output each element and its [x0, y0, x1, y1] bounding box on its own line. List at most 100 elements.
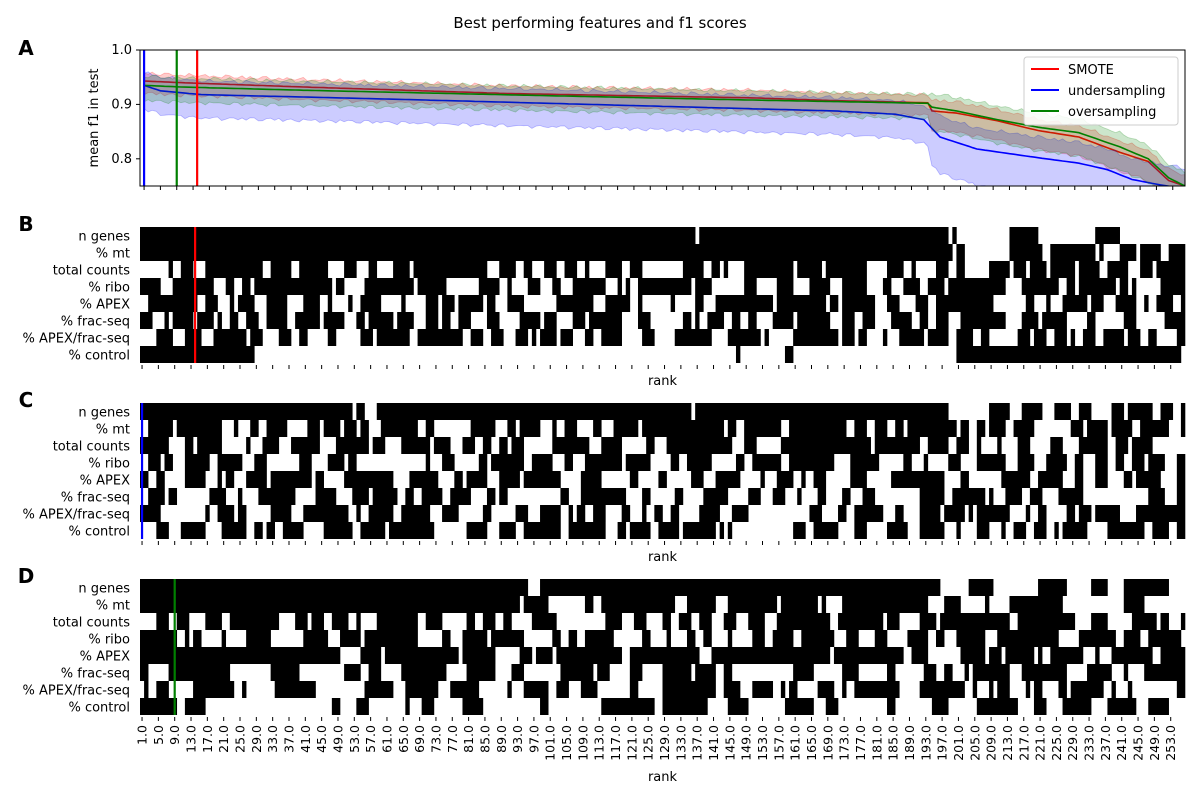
heat-cell — [303, 505, 349, 522]
heat-cell — [662, 664, 692, 681]
heat-cell — [368, 312, 394, 329]
legend-label-undersampling: undersampling — [1068, 84, 1165, 99]
heat-cell — [976, 437, 982, 454]
heat-cell — [629, 647, 700, 664]
heat-cell — [682, 312, 692, 329]
heat-cell — [862, 312, 876, 329]
heat-cell — [466, 613, 476, 630]
heat-cell — [895, 420, 904, 437]
heat-cell — [1160, 613, 1169, 630]
heat-cell — [1078, 630, 1116, 647]
heat-cell — [176, 613, 190, 630]
heat-cell — [1078, 261, 1100, 278]
heat-cell — [540, 579, 941, 596]
heat-cell — [1131, 278, 1137, 295]
heat-cell — [1038, 647, 1043, 664]
heat-cell — [1009, 227, 1039, 244]
heat-cell — [184, 630, 190, 647]
heat-cell — [246, 437, 251, 454]
heat-cell — [997, 681, 1010, 698]
heat-cell — [372, 488, 398, 505]
heat-cell — [919, 522, 945, 539]
heat-cell — [825, 261, 867, 278]
panel-letter-d: D — [18, 564, 35, 588]
heat-cell — [197, 312, 214, 329]
heat-cell — [544, 312, 557, 329]
row-label: % control — [68, 701, 130, 716]
panel-c-heatmap: Cn genes % mt total counts % ribo % APEX % fr… — [19, 388, 1186, 565]
heat-cell — [1070, 420, 1084, 437]
heat-cell — [642, 420, 725, 437]
heat-cell — [1140, 420, 1169, 437]
heat-cell — [560, 664, 594, 681]
heat-cell — [482, 437, 492, 454]
x-tick-label: 165.0 — [804, 725, 819, 761]
row-label: n genes — [78, 406, 130, 421]
x-tick-label: 149.0 — [739, 725, 754, 761]
heat-cell — [384, 647, 459, 664]
heat-cell — [327, 454, 345, 471]
heat-cell — [989, 261, 1010, 278]
heat-cell — [1046, 454, 1067, 471]
heat-cell — [1107, 698, 1137, 715]
heat-cell — [1078, 505, 1092, 522]
heat-cell — [470, 329, 484, 346]
heat-cell — [486, 295, 496, 312]
heat-cell — [246, 471, 267, 488]
x-tick-label: 101.0 — [543, 725, 558, 761]
x-tick-label: 25.0 — [233, 725, 248, 753]
x-tick-label: 121.0 — [624, 725, 639, 761]
heat-cell — [642, 488, 651, 505]
heat-cell — [270, 505, 292, 522]
x-tick-label: 73.0 — [428, 725, 443, 753]
figure-title: Best performing features and f1 scores — [453, 14, 746, 32]
heat-cell — [1013, 420, 1035, 437]
heat-cell — [923, 664, 937, 681]
heat-cell — [956, 437, 969, 454]
heat-cell — [638, 278, 692, 295]
heat-cell — [666, 630, 671, 647]
heat-cell — [797, 488, 802, 505]
heat-cell — [556, 681, 569, 698]
heat-cell — [1140, 244, 1161, 261]
heat-cell — [752, 454, 782, 471]
heat-cell — [801, 471, 806, 488]
heat-cell — [172, 278, 214, 295]
heat-cell — [425, 613, 443, 630]
heat-cell — [291, 437, 320, 454]
heat-cell — [1156, 295, 1174, 312]
row-label: % control — [68, 349, 130, 364]
heat-cell — [552, 278, 561, 295]
x-tick-label: 185.0 — [886, 725, 901, 761]
heat-cell — [911, 261, 916, 278]
heat-cell — [1033, 329, 1047, 346]
heat-cell — [584, 454, 622, 471]
heat-cell — [486, 488, 496, 505]
heat-cell — [776, 471, 794, 488]
heat-cell — [842, 488, 851, 505]
heat-cell — [217, 454, 243, 471]
heat-cell — [850, 454, 880, 471]
heat-cell — [335, 278, 345, 295]
heat-cell — [1123, 471, 1133, 488]
heat-cell — [323, 420, 341, 437]
heat-cell — [707, 312, 725, 329]
heat-cell — [1180, 613, 1186, 630]
heat-cell — [1095, 505, 1120, 522]
heat-cell — [1021, 403, 1043, 420]
heat-cell — [486, 312, 500, 329]
heat-cell — [1091, 613, 1108, 630]
heat-cell — [703, 488, 729, 505]
heat-cell — [442, 454, 455, 471]
heat-cell — [270, 261, 292, 278]
heat-cell — [140, 505, 161, 522]
y-tick-label-1: 0.9 — [111, 97, 132, 112]
heat-cell — [164, 454, 173, 471]
heat-cell — [401, 505, 431, 522]
heat-cell — [670, 505, 680, 522]
heat-cell — [850, 471, 867, 488]
heat-cell — [723, 613, 737, 630]
heat-cell — [340, 630, 361, 647]
heat-cell — [140, 227, 696, 244]
heat-cell — [1123, 579, 1169, 596]
